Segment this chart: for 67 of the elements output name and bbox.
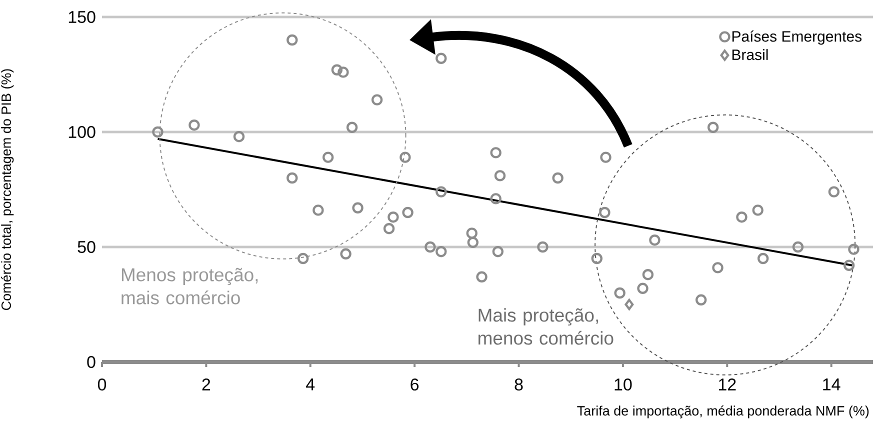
point: [848, 244, 860, 255]
annotation: Menos proteção, mais comércio: [122, 268, 258, 304]
point: [792, 241, 804, 253]
y-tick-label: 100: [68, 126, 96, 138]
point: [828, 186, 840, 198]
point: [707, 122, 719, 133]
point: [436, 246, 447, 258]
point: [338, 66, 349, 78]
point: [388, 212, 399, 223]
point: [233, 131, 245, 142]
point: [371, 94, 383, 106]
y-tick-label: 0: [87, 356, 96, 368]
point: [436, 186, 447, 198]
point: [400, 152, 411, 163]
point: [624, 298, 634, 310]
point: [286, 34, 298, 46]
point: [695, 294, 707, 306]
x-tick-label: 14: [823, 378, 840, 390]
point: [352, 202, 364, 214]
point: [466, 228, 478, 239]
point: [490, 193, 502, 204]
legend-label: Brasil: [732, 49, 768, 60]
y-tick-label: 50: [78, 240, 96, 254]
y-tick-label: 150: [68, 10, 96, 24]
point: [736, 212, 748, 223]
point: [424, 241, 436, 253]
x-tick-label: 2: [202, 378, 210, 390]
point: [312, 204, 324, 216]
point: [467, 236, 479, 248]
point: [436, 52, 447, 64]
x-tick-label: 8: [514, 378, 523, 391]
point: [286, 172, 298, 184]
point: [476, 271, 488, 282]
point: [490, 147, 502, 158]
point: [383, 223, 395, 234]
point: [642, 269, 654, 280]
point: [637, 282, 648, 294]
point: [843, 260, 855, 271]
point: [649, 234, 660, 246]
point: [752, 204, 764, 216]
point: [537, 241, 548, 253]
x-axis-title: Tarifa de importação, média ponderada NMF (%): [577, 406, 869, 418]
point: [331, 64, 343, 76]
x-tick-label: 4: [306, 378, 315, 390]
x-tick-label: 10: [614, 378, 632, 391]
point: [346, 122, 358, 133]
point: [591, 252, 603, 264]
point: [614, 287, 626, 299]
point: [340, 248, 352, 260]
x-tick-label: 12: [718, 378, 736, 390]
point: [152, 126, 164, 138]
legend-label: Países Emergentes: [732, 30, 862, 45]
annotation: Mais proteção, menos comércio: [478, 308, 614, 345]
point: [757, 252, 769, 264]
point: [402, 206, 414, 218]
point: [600, 152, 612, 163]
point: [297, 252, 309, 264]
point: [552, 172, 564, 184]
point: [599, 206, 610, 218]
x-tick-label: 6: [410, 378, 419, 391]
point: [322, 152, 334, 163]
y-axis-title: Comércio total, porcentagem do PIB (%): [0, 69, 14, 310]
point: [712, 262, 724, 274]
x-tick-label: 0: [98, 378, 106, 391]
point: [494, 170, 506, 182]
point: [188, 120, 200, 131]
point: [492, 246, 504, 258]
